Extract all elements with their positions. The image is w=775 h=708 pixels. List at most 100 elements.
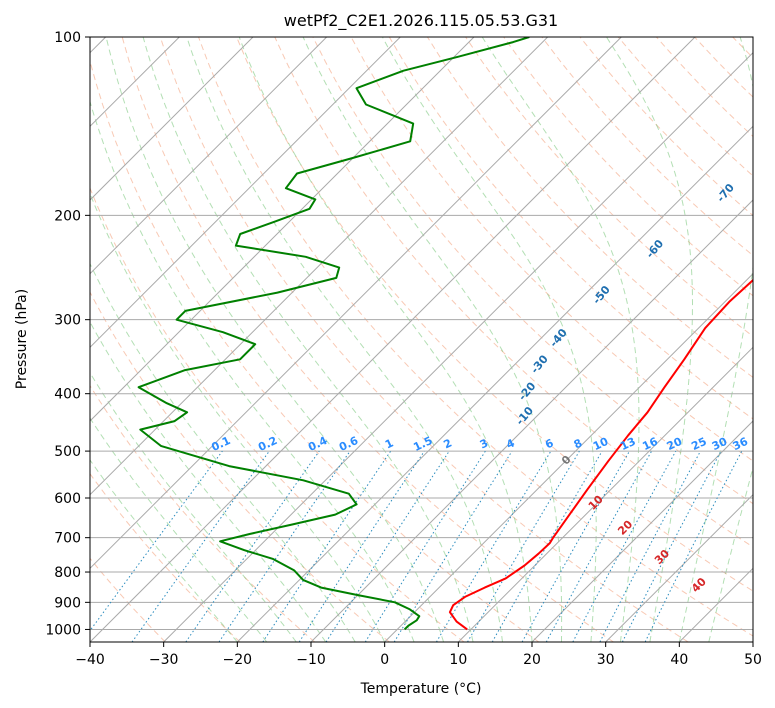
isotherm-line xyxy=(90,37,622,570)
mixing-ratio-label: 1 xyxy=(383,436,395,451)
mixing-ratio-label: 25 xyxy=(689,435,708,453)
x-tick-label: 0 xyxy=(380,652,389,668)
mixing-ratio-line xyxy=(185,450,320,642)
y-axis-ticks: 100 200 300 400 500 600 700 800 900 1000 xyxy=(45,30,90,638)
moist-adiabat-line xyxy=(678,37,753,642)
dry-adiabat-line xyxy=(426,37,753,378)
dry-adiabat-line xyxy=(388,37,753,420)
moist-adiabat-line xyxy=(105,37,445,642)
moist-adiabat-line xyxy=(381,37,597,642)
moist-adiabat-label: 30 xyxy=(652,547,672,567)
mixing-ratio-label: 13 xyxy=(618,435,637,453)
moist-adiabat-line xyxy=(606,37,693,642)
moist-adiabat-line xyxy=(90,417,268,642)
isotherm-line xyxy=(90,37,475,422)
moist-adiabat-line xyxy=(238,37,533,642)
isotherm-line xyxy=(90,37,696,642)
moist-adiabat-label: 40 xyxy=(689,575,709,595)
isotherm-line xyxy=(605,493,753,642)
mixing-ratio-line xyxy=(218,450,351,642)
mixing-ratio-line xyxy=(644,450,743,642)
y-tick-label: 700 xyxy=(54,531,81,547)
mixing-ratio-label: 6 xyxy=(543,436,556,451)
moist-adiabat-label: 20 xyxy=(615,517,635,537)
mixing-ratio-label: 10 xyxy=(591,435,611,453)
dry-adiabat-line xyxy=(90,384,316,642)
y-tick-label: 600 xyxy=(54,491,81,507)
dry-adiabat-line xyxy=(503,37,753,297)
plot-frame xyxy=(89,36,754,643)
chart-title: wetPf2_C2E1.2026.115.05.53.G31 xyxy=(284,11,558,31)
isotherm-line xyxy=(90,37,254,201)
line-labels: 0.10.20.40.611.52346810131620253036-100-… xyxy=(209,181,750,595)
y-tick-label: 800 xyxy=(54,565,81,581)
isotherm-line xyxy=(310,199,753,642)
mixing-ratio-line xyxy=(262,450,392,642)
moist-adiabat-line xyxy=(186,37,503,642)
y-tick-label: 200 xyxy=(54,208,81,224)
isotherm-line xyxy=(457,346,753,642)
dry-adiabat-line xyxy=(771,37,775,642)
dry-adiabat-line xyxy=(694,37,753,98)
moist-adiabat-line xyxy=(481,37,640,642)
dry-adiabat-line xyxy=(159,37,689,642)
mixing-ratio-line xyxy=(599,450,701,642)
dry-adiabat-line xyxy=(90,291,390,642)
mixing-ratio-label: 2 xyxy=(442,436,454,451)
mixing-ratio-line xyxy=(325,450,450,642)
x-tick-label: 40 xyxy=(670,652,688,668)
mixing-ratio-line xyxy=(572,450,677,642)
moist-adiabat-line xyxy=(90,459,238,642)
mixing-ratio-label: 30 xyxy=(710,435,730,453)
dry-adiabat-line xyxy=(656,37,753,138)
x-tick-label: −10 xyxy=(296,652,326,668)
isotherm-line xyxy=(236,125,753,642)
y-tick-label: 100 xyxy=(54,30,81,46)
moist-adiabat-line xyxy=(90,192,386,642)
profile-line xyxy=(137,37,530,631)
moist-adiabat-line xyxy=(302,37,563,642)
x-axis-ticks: −40 −30 −20 −10 0 10 20 30 40 50 xyxy=(75,642,762,668)
x-tick-label: 20 xyxy=(523,652,541,668)
mixing-ratio-line xyxy=(393,450,513,642)
mixing-ratio-line xyxy=(298,450,425,642)
x-tick-label: 30 xyxy=(597,652,615,668)
dry-adiabat-label: -60 xyxy=(643,237,666,261)
mixing-ratio-label: 16 xyxy=(640,435,660,453)
mixing-ratio-line xyxy=(131,450,270,642)
background-lines xyxy=(90,37,775,642)
dry-adiabat-label: -50 xyxy=(590,283,613,307)
dry-adiabat-line xyxy=(350,37,753,462)
mixing-ratio-label: 20 xyxy=(665,435,685,453)
dry-adiabat-line xyxy=(732,37,753,59)
mixing-ratio-line xyxy=(521,450,630,642)
dry-adiabat-line xyxy=(121,37,614,642)
moist-adiabat-line xyxy=(142,37,474,642)
x-tick-label: −30 xyxy=(149,652,179,668)
dry-adiabat-line xyxy=(465,37,753,338)
pressure-gridlines xyxy=(90,37,753,630)
dry-adiabat-line xyxy=(90,472,241,642)
mixing-ratio-lines xyxy=(90,450,743,642)
dry-adiabat-label: -30 xyxy=(528,352,551,376)
dry-adiabat-label: -10 xyxy=(513,404,536,428)
profile-line xyxy=(448,278,753,631)
dry-adiabat-line xyxy=(90,186,465,642)
moist-adiabat-line xyxy=(90,371,297,642)
isotherm-line xyxy=(90,37,401,349)
isotherm-line xyxy=(752,641,753,642)
dry-adiabat-label: -70 xyxy=(714,181,737,205)
moist-adiabat-label: 10 xyxy=(586,492,606,512)
isotherm-line xyxy=(531,420,753,642)
x-axis-label: Temperature (°C) xyxy=(360,681,482,697)
x-tick-label: −40 xyxy=(75,652,105,668)
y-tick-label: 400 xyxy=(54,387,81,403)
isotherm-line xyxy=(678,567,753,642)
isotherm-line xyxy=(384,272,753,642)
moist-adiabat-line xyxy=(90,262,356,642)
mixing-ratio-line xyxy=(545,450,653,642)
dry-adiabat-line xyxy=(90,59,540,642)
mixing-ratio-line xyxy=(364,450,486,642)
moist-adiabat-line xyxy=(708,465,753,642)
